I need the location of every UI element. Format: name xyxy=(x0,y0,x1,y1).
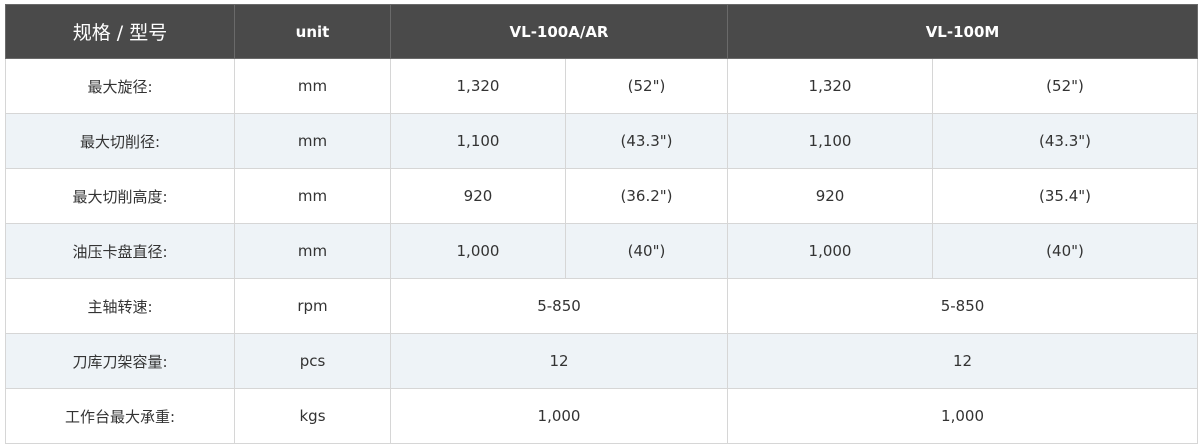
table-row: 最大切削径: mm 1,100 (43.3") 1,100 (43.3") xyxy=(5,113,1199,169)
table-row: 最大旋径: mm 1,320 (52") 1,320 (52") xyxy=(5,58,1199,114)
spec-table: 规格 / 型号 unit VL-100A/AR VL-100M 最大旋径: mm… xyxy=(5,4,1199,444)
row-label: 工作台最大承重: xyxy=(5,388,235,444)
model-m-value: 1,000 xyxy=(727,388,1199,444)
row-label: 主轴转速: xyxy=(5,278,235,334)
model-m-imperial: (40") xyxy=(932,223,1199,279)
model-m-metric: 1,100 xyxy=(727,113,934,169)
model-m-metric: 920 xyxy=(727,168,934,224)
model-a-imperial: (40") xyxy=(564,223,729,279)
row-unit: mm xyxy=(234,223,391,279)
header-row: 规格 / 型号 unit VL-100A/AR VL-100M xyxy=(5,4,1199,59)
model-m-imperial: (35.4") xyxy=(932,168,1199,224)
model-a-imperial: (52") xyxy=(564,58,729,114)
model-a-metric: 1,100 xyxy=(390,113,566,169)
model-a-imperial: (36.2") xyxy=(564,168,729,224)
model-m-metric: 1,000 xyxy=(727,223,934,279)
model-a-metric: 1,000 xyxy=(390,223,566,279)
model-a-metric: 1,320 xyxy=(390,58,566,114)
model-m-value: 12 xyxy=(727,333,1199,389)
row-unit: rpm xyxy=(234,278,391,334)
model-a-value: 12 xyxy=(389,333,729,389)
model-a-value: 1,000 xyxy=(389,388,729,444)
model-m-imperial: (52") xyxy=(932,58,1199,114)
row-unit: kgs xyxy=(234,388,391,444)
table-row: 工作台最大承重: kgs 1,000 1,000 xyxy=(5,388,1199,444)
row-label: 最大旋径: xyxy=(5,58,235,114)
model-m-metric: 1,320 xyxy=(727,58,934,114)
row-unit: pcs xyxy=(234,333,391,389)
row-label: 油压卡盘直径: xyxy=(5,223,235,279)
row-unit: mm xyxy=(234,58,391,114)
table-row: 最大切削高度: mm 920 (36.2") 920 (35.4") xyxy=(5,168,1199,224)
row-label: 刀库刀架容量: xyxy=(5,333,235,389)
row-label: 最大切削径: xyxy=(5,113,235,169)
model-a-header: VL-100A/AR xyxy=(389,4,729,59)
model-a-value: 5-850 xyxy=(389,278,729,334)
row-unit: mm xyxy=(234,168,391,224)
model-m-header: VL-100M xyxy=(727,4,1199,59)
spec-model-header: 规格 / 型号 xyxy=(5,4,235,59)
model-m-imperial: (43.3") xyxy=(932,113,1199,169)
model-a-imperial: (43.3") xyxy=(564,113,729,169)
table-row: 油压卡盘直径: mm 1,000 (40") 1,000 (40") xyxy=(5,223,1199,279)
model-m-value: 5-850 xyxy=(727,278,1199,334)
unit-header: unit xyxy=(234,4,391,59)
row-unit: mm xyxy=(234,113,391,169)
table-row: 主轴转速: rpm 5-850 5-850 xyxy=(5,278,1199,334)
table-row: 刀库刀架容量: pcs 12 12 xyxy=(5,333,1199,389)
model-a-metric: 920 xyxy=(390,168,566,224)
row-label: 最大切削高度: xyxy=(5,168,235,224)
